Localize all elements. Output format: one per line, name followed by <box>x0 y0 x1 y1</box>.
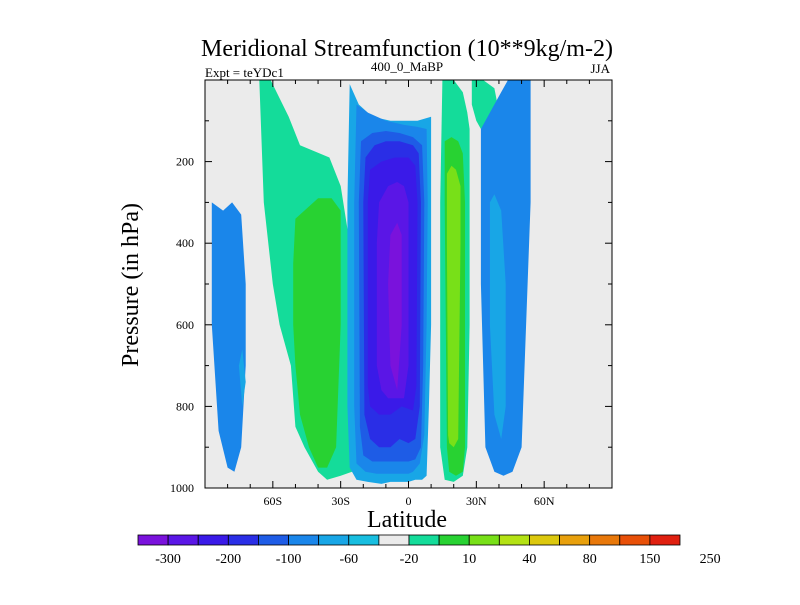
y-tick-label: 600 <box>176 318 194 332</box>
contour-nh-cyan-inner <box>489 194 506 439</box>
colorbar-label: 250 <box>700 552 721 567</box>
x-tick-label: 60S <box>263 494 282 508</box>
x-axis-label: Latitude <box>367 507 447 533</box>
colorbar-swatch <box>378 534 410 546</box>
x-tick-label: 30N <box>466 494 487 508</box>
y-tick-label: 400 <box>176 236 194 250</box>
colorbar-label: -60 <box>339 552 358 567</box>
colorbar-label: 40 <box>522 552 536 567</box>
colorbar-swatch <box>408 534 440 546</box>
colorbar-label: -300 <box>155 552 181 567</box>
contour-eq-cell-violet <box>388 222 402 391</box>
contour-nh-upper-teal <box>471 80 497 129</box>
contour-fills <box>211 80 531 484</box>
colorbar-label: -20 <box>400 552 419 567</box>
subtitle-period: 400_0_MaBP <box>371 59 443 74</box>
subtitle-expt: Expt = teYDc1 <box>205 65 284 80</box>
colorbar-label: 150 <box>639 552 660 567</box>
colorbar <box>137 534 681 546</box>
colorbar-label: 80 <box>583 552 597 567</box>
contour-nh-lime <box>446 165 461 448</box>
x-tick-label: 0 <box>406 494 412 508</box>
x-tick-label: 60N <box>534 494 555 508</box>
colorbar-swatch <box>348 534 380 546</box>
colorbar-swatch <box>619 534 651 546</box>
colorbar-swatch <box>498 534 530 546</box>
colorbar-swatch <box>318 534 350 546</box>
colorbar-swatch <box>529 534 560 546</box>
colorbar-swatch <box>589 534 621 546</box>
y-axis-label: Pressure (in hPa) <box>118 203 144 367</box>
colorbar-swatch <box>559 534 591 546</box>
y-tick-label: 200 <box>176 155 194 169</box>
y-axis-ticks: 200 400 600 800 1000 <box>170 120 612 495</box>
chart-title: Meridional Streamfunction (10**9kg/m-2) <box>201 36 613 62</box>
contour-sh-high-cyan <box>211 202 246 472</box>
contour-sh-high-cyan-core <box>238 349 246 407</box>
y-tick-label: 800 <box>176 399 194 413</box>
colorbar-label: -200 <box>215 552 241 567</box>
colorbar-swatch <box>438 534 470 546</box>
contour-sh-mid-green <box>293 198 341 468</box>
colorbar-swatch <box>288 534 320 546</box>
colorbar-swatch <box>649 534 681 546</box>
colorbar-swatch <box>197 534 229 546</box>
colorbar-swatch <box>167 534 199 546</box>
colorbar-swatch <box>227 534 259 546</box>
subtitle-season: JJA <box>590 61 610 76</box>
y-tick-label: 1000 <box>170 481 194 495</box>
colorbar-labels: -300 -200 -100 -60 -20 10 40 80 150 250 <box>155 552 720 567</box>
colorbar-swatch <box>137 534 169 546</box>
x-tick-label: 30S <box>331 494 350 508</box>
colorbar-swatch <box>258 534 289 546</box>
colorbar-label: 10 <box>462 552 476 567</box>
x-axis-ticks: 60S 30S 0 30N 60N <box>227 80 590 508</box>
colorbar-swatch <box>468 534 500 546</box>
colorbar-label: -100 <box>276 552 302 567</box>
